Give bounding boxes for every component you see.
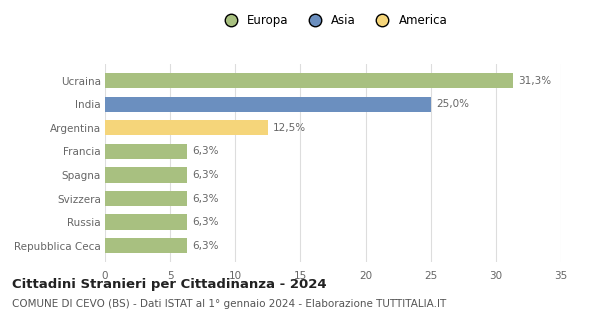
Text: COMUNE DI CEVO (BS) - Dati ISTAT al 1° gennaio 2024 - Elaborazione TUTTITALIA.IT: COMUNE DI CEVO (BS) - Dati ISTAT al 1° g… [12,299,446,309]
Bar [105,238,187,253]
Text: 6,3%: 6,3% [192,147,219,156]
Text: 31,3%: 31,3% [518,76,551,86]
Bar [105,167,187,183]
Bar [105,214,187,230]
Bar [105,120,268,135]
Legend: Europa, Asia, America: Europa, Asia, America [219,14,447,27]
Bar [105,97,431,112]
Text: 6,3%: 6,3% [192,194,219,204]
Bar [105,144,187,159]
Bar [105,191,187,206]
Text: 6,3%: 6,3% [192,241,219,251]
Text: 6,3%: 6,3% [192,217,219,227]
Text: 12,5%: 12,5% [273,123,306,133]
Text: 25,0%: 25,0% [436,99,469,109]
Text: Cittadini Stranieri per Cittadinanza - 2024: Cittadini Stranieri per Cittadinanza - 2… [12,278,326,292]
Text: 6,3%: 6,3% [192,170,219,180]
Bar [105,73,513,88]
